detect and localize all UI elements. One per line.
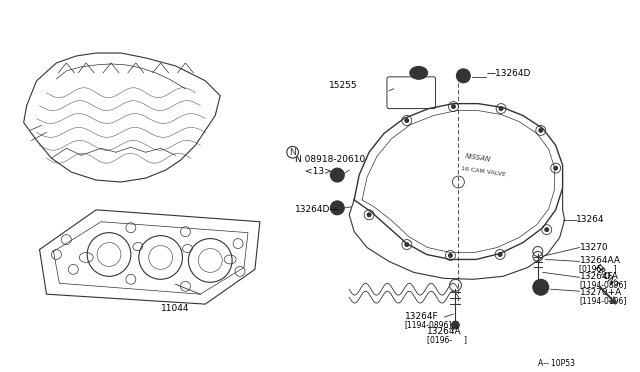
Circle shape: [533, 279, 548, 295]
Text: [1194-0896]: [1194-0896]: [579, 280, 627, 289]
Text: <13>: <13>: [305, 167, 332, 176]
Text: [0196-     ]: [0196- ]: [427, 335, 467, 344]
Text: 13270: 13270: [579, 243, 608, 251]
Circle shape: [537, 283, 545, 291]
Circle shape: [499, 106, 504, 111]
Circle shape: [404, 118, 409, 123]
Circle shape: [538, 128, 543, 133]
Text: NISSAN: NISSAN: [465, 153, 492, 163]
Circle shape: [451, 104, 456, 109]
Circle shape: [460, 72, 467, 80]
Text: A-- 10P53: A-- 10P53: [538, 359, 575, 368]
Text: N: N: [289, 148, 296, 157]
Circle shape: [544, 227, 549, 232]
Circle shape: [404, 242, 409, 247]
Text: [0196-    ]: [0196- ]: [579, 264, 617, 273]
Text: 13264FA: 13264FA: [579, 272, 618, 281]
Text: FRONT: FRONT: [591, 263, 620, 291]
Text: 11044: 11044: [161, 304, 189, 313]
Circle shape: [451, 321, 460, 329]
Text: —13264D: —13264D: [486, 69, 531, 78]
Text: 13264: 13264: [575, 215, 604, 224]
Text: [1194-0896]: [1194-0896]: [405, 320, 452, 329]
Circle shape: [330, 168, 344, 182]
FancyBboxPatch shape: [387, 77, 436, 109]
Circle shape: [330, 201, 344, 215]
Text: 13264AA: 13264AA: [579, 256, 621, 266]
Text: 15255: 15255: [330, 81, 358, 90]
Circle shape: [498, 252, 502, 257]
Ellipse shape: [410, 66, 428, 79]
Text: 13270+A: 13270+A: [579, 288, 621, 297]
Circle shape: [367, 212, 372, 217]
Circle shape: [456, 69, 470, 83]
Circle shape: [448, 253, 453, 258]
Text: N 08918-20610: N 08918-20610: [294, 155, 365, 164]
Circle shape: [333, 204, 341, 212]
Text: 13264D—: 13264D—: [294, 205, 339, 214]
Circle shape: [333, 171, 341, 179]
Text: [1194-0196]: [1194-0196]: [579, 296, 627, 305]
Text: 13264A: 13264A: [427, 327, 461, 336]
Text: 13264F: 13264F: [405, 312, 438, 321]
Circle shape: [553, 166, 558, 171]
Text: 16 CAM VALVE: 16 CAM VALVE: [461, 167, 506, 178]
